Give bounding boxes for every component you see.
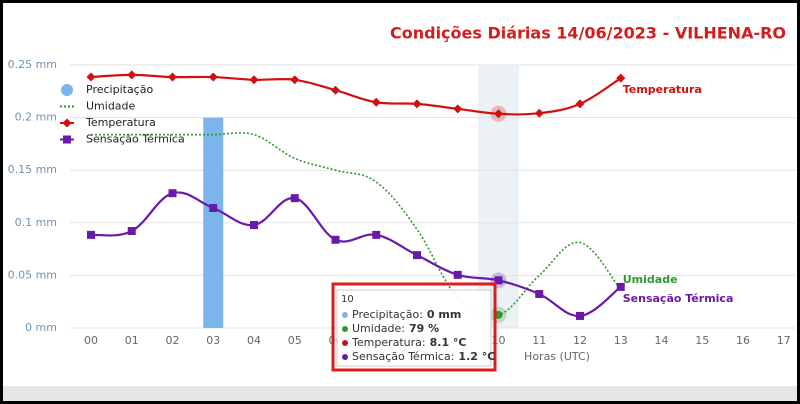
end-label: Umidade bbox=[623, 273, 678, 286]
legend-label: Precipitação bbox=[86, 83, 153, 96]
tooltip-value: 8.1 °C bbox=[430, 336, 467, 349]
x-tick-label: 01 bbox=[125, 334, 139, 347]
marker bbox=[413, 251, 421, 260]
hover-band bbox=[478, 65, 519, 328]
marker bbox=[250, 220, 258, 229]
tooltip-row: Temperatura: 8.1 °C bbox=[351, 336, 467, 349]
marker bbox=[494, 109, 503, 119]
x-axis-label: Horas (UTC) bbox=[524, 350, 590, 363]
marker bbox=[616, 73, 626, 83]
legend-label: Temperatura bbox=[85, 116, 156, 129]
x-tick-label: 03 bbox=[206, 334, 220, 347]
x-tick-label: 15 bbox=[695, 334, 709, 347]
marker bbox=[209, 204, 218, 213]
x-tick-label: 16 bbox=[736, 334, 750, 347]
marker bbox=[575, 99, 585, 109]
tooltip-row: Sensação Térmica: 1.2 °C bbox=[352, 350, 495, 363]
tooltip-value: 79 % bbox=[409, 322, 439, 335]
legend-symbol bbox=[61, 84, 73, 96]
marker bbox=[208, 72, 218, 82]
marker bbox=[494, 276, 503, 285]
tooltip-value: 0 mm bbox=[427, 308, 461, 321]
x-tick-label: 17 bbox=[777, 334, 791, 347]
legend-marker bbox=[63, 135, 71, 144]
x-tick-label: 12 bbox=[573, 334, 587, 347]
y-tick-label: 0.1 mm bbox=[15, 216, 57, 229]
end-label: Temperatura bbox=[623, 83, 702, 96]
tooltip-title: 10 bbox=[341, 294, 354, 305]
marker bbox=[576, 311, 584, 320]
marker bbox=[87, 230, 95, 239]
marker bbox=[290, 75, 300, 85]
marker bbox=[331, 235, 340, 244]
marker bbox=[453, 270, 462, 279]
x-tick-label: 11 bbox=[532, 334, 546, 347]
tooltip-dot bbox=[342, 354, 348, 360]
marker bbox=[127, 227, 136, 236]
bar bbox=[203, 117, 224, 328]
marker bbox=[249, 75, 259, 85]
y-tick-label: 0.15 mm bbox=[8, 163, 57, 176]
tooltip-dot bbox=[342, 340, 348, 346]
marker bbox=[168, 189, 177, 198]
marker bbox=[127, 70, 137, 80]
tooltip-dot bbox=[342, 326, 348, 332]
tooltip-row: Precipitação: 0 mm bbox=[352, 308, 461, 321]
marker bbox=[290, 194, 299, 203]
y-tick-label: 0.25 mm bbox=[8, 58, 57, 71]
marker bbox=[168, 72, 177, 82]
tooltip-dot bbox=[342, 312, 348, 318]
marker bbox=[616, 282, 625, 291]
y-tick-label: 0.05 mm bbox=[8, 268, 57, 281]
tooltip-frame bbox=[331, 282, 497, 372]
marker bbox=[412, 99, 422, 109]
x-tick-label: 14 bbox=[655, 334, 669, 347]
y-tick-label: 0.2 mm bbox=[15, 111, 57, 124]
tooltip-label: Precipitação: bbox=[352, 308, 423, 321]
tooltip-box bbox=[336, 289, 492, 367]
x-tick-label: 00 bbox=[84, 334, 98, 347]
x-tick-label: 04 bbox=[247, 334, 261, 347]
marker bbox=[534, 108, 544, 118]
marker bbox=[535, 290, 544, 299]
legend-label: Umidade bbox=[86, 100, 136, 113]
y-tick-label: 0 mm bbox=[25, 321, 57, 334]
marker bbox=[331, 85, 340, 95]
tooltip-row: Umidade: 79 % bbox=[352, 322, 439, 335]
marker bbox=[371, 97, 381, 107]
marker bbox=[453, 104, 463, 114]
marker bbox=[372, 230, 381, 239]
chart-title: Condições Diárias 14/06/2023 - VILHENA-R… bbox=[390, 24, 786, 43]
marker bbox=[86, 72, 96, 82]
tooltip-label: Sensação Térmica: bbox=[352, 350, 454, 363]
x-tick-label: 13 bbox=[614, 334, 628, 347]
tooltip-label: Umidade: bbox=[352, 322, 405, 335]
x-tick-label: 05 bbox=[288, 334, 302, 347]
line bbox=[90, 191, 622, 318]
legend-label: Sensação Térmica bbox=[86, 133, 185, 146]
end-label: Sensação Térmica bbox=[623, 292, 734, 305]
bottom-bar bbox=[0, 386, 800, 404]
x-tick-label: 02 bbox=[166, 334, 180, 347]
legend-marker bbox=[62, 118, 72, 128]
tooltip-value: 1.2 °C bbox=[458, 350, 495, 363]
tooltip-label: Temperatura: bbox=[351, 336, 426, 349]
